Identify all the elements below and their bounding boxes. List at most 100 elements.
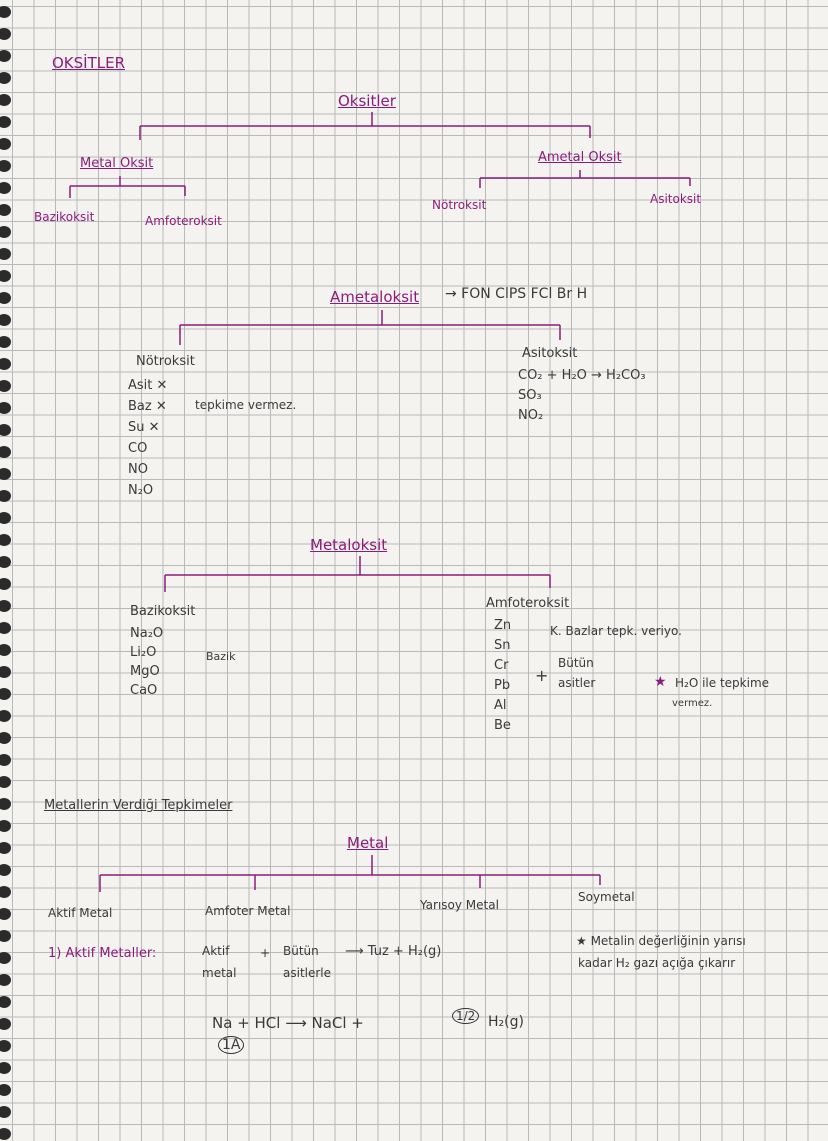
- list-item: CaO: [130, 683, 158, 698]
- list-item: CO₂ + H₂O → H₂CO₃: [518, 368, 646, 383]
- spiral-ring: [0, 292, 11, 304]
- tree-metal-oksit: Metal Oksit: [80, 156, 154, 171]
- amfoteroksit-list: Zn Sn Cr Pb Al Be: [494, 616, 511, 736]
- amfoter-note-acids-1: Bütün: [558, 656, 594, 670]
- metal-root: Metal: [347, 834, 389, 852]
- list-item: NO: [128, 462, 148, 477]
- tree-root: Oksitler: [338, 92, 396, 110]
- tree-notroksit: Nötroksit: [432, 198, 487, 212]
- asitoksit-title: Asitoksit: [522, 346, 578, 361]
- asitoksit-list: CO₂ + H₂O → H₂CO₃ SO₃ NO₂: [518, 366, 646, 426]
- equation-right: H₂(g): [488, 1014, 524, 1030]
- plus-sign: +: [260, 946, 271, 960]
- spiral-ring: [0, 864, 11, 876]
- amfoter-note-water-1: H₂O ile tepkime: [675, 676, 770, 690]
- spiral-ring: [0, 622, 11, 634]
- spiral-ring: [0, 1040, 11, 1052]
- spiral-ring: [0, 446, 11, 458]
- spiral-ring: [0, 534, 11, 546]
- spiral-ring: [0, 710, 11, 722]
- spiral-ring: [0, 1018, 11, 1030]
- spiral-ring: [0, 204, 11, 216]
- spiral-ring: [0, 930, 11, 942]
- spiral-ring: [0, 336, 11, 348]
- spiral-ring: [0, 402, 11, 414]
- metal-yarisoy: Yarısoy Metal: [420, 898, 499, 912]
- spiral-ring: [0, 578, 11, 590]
- spiral-ring: [0, 270, 11, 282]
- list-item: CO: [128, 441, 148, 456]
- notroksit-list: Asit ✕ Baz ✕ Su ✕ CO NO N₂O: [128, 375, 167, 501]
- spiral-ring: [0, 556, 11, 568]
- star-icon: ★: [654, 674, 667, 690]
- plus-sign: +: [535, 666, 549, 685]
- metal-word: metal: [202, 966, 237, 980]
- list-item: Pb: [494, 678, 511, 693]
- spiral-ring: [0, 732, 11, 744]
- spiral-ring: [0, 28, 11, 40]
- spiral-ring: [0, 820, 11, 832]
- list-item: Baz ✕: [128, 399, 167, 414]
- spiral-ring: [0, 182, 11, 194]
- aktif-word: Aktif: [202, 944, 230, 958]
- spiral-ring: [0, 1106, 11, 1118]
- list-item: NO₂: [518, 408, 544, 423]
- spiral-ring: [0, 248, 11, 260]
- spiral-ring: [0, 468, 11, 480]
- spiral-ring: [0, 1128, 11, 1140]
- aktif-metaller-label: 1) Aktif Metaller:: [48, 946, 157, 961]
- bazikoksit-list: Na₂O Li₂O MgO CaO: [130, 624, 163, 700]
- spiral-ring: [0, 512, 11, 524]
- butun-word: Bütün: [283, 944, 319, 958]
- list-item: Zn: [494, 618, 512, 633]
- spiral-ring: [0, 72, 11, 84]
- amfoter-note-water-2: vermez.: [672, 698, 713, 709]
- list-item: Li₂O: [130, 645, 157, 660]
- list-item: Su ✕: [128, 420, 160, 435]
- list-item: Asit ✕: [128, 378, 168, 393]
- spiral-ring: [0, 358, 11, 370]
- spiral-ring: [0, 490, 11, 502]
- page-title: OKSİTLER: [52, 54, 126, 72]
- asitlerle-word: asitlerle: [283, 966, 332, 980]
- spiral-ring: [0, 116, 11, 128]
- metaloksit-heading: Metaloksit: [310, 536, 388, 554]
- spiral-binding: [0, 6, 11, 1140]
- spiral-ring: [0, 776, 11, 788]
- list-item: Na₂O: [130, 626, 164, 641]
- spiral-ring: [0, 996, 11, 1008]
- spiral-ring: [0, 644, 11, 656]
- bazikoksit-title: Bazikoksit: [130, 604, 196, 619]
- star-note-2: kadar H₂ gazı açığa çıkarır: [578, 956, 736, 970]
- spiral-ring: [0, 1084, 11, 1096]
- metal-aktif: Aktif Metal: [48, 906, 113, 920]
- spiral-ring: [0, 138, 11, 150]
- spiral-ring: [0, 842, 11, 854]
- spiral-ring: [0, 688, 11, 700]
- spiral-ring: [0, 160, 11, 172]
- tree-bazikoksit: Bazikoksit: [34, 210, 95, 224]
- spiral-ring: [0, 974, 11, 986]
- equation-coefficient: 1/2: [452, 1008, 480, 1024]
- amfoteroksit-title: Amfoteroksit: [486, 596, 570, 611]
- list-item: Be: [494, 718, 511, 733]
- list-item: Cr: [494, 658, 509, 673]
- notroksit-note: tepkime vermez.: [195, 398, 297, 412]
- reaction-result: ⟶ Tuz + H₂(g): [345, 944, 442, 959]
- spiral-ring: [0, 600, 11, 612]
- spiral-ring: [0, 226, 11, 238]
- spiral-ring: [0, 50, 11, 62]
- tree-ametal-oksit: Ametal Oksit: [538, 150, 622, 165]
- spiral-ring: [0, 952, 11, 964]
- bazik-note: Bazik: [206, 650, 236, 663]
- spiral-ring: [0, 1062, 11, 1074]
- spiral-ring: [0, 314, 11, 326]
- star-note-1: ★ Metalin değerliğinin yarısı: [576, 934, 746, 948]
- list-item: Al: [494, 698, 507, 713]
- group-label: 1A: [218, 1036, 245, 1054]
- spiral-ring: [0, 380, 11, 392]
- metals-section-title: Metallerin Verdiği Tepkimeler: [44, 798, 233, 813]
- ametal-elements: → FON ClPS FCl Br H: [445, 286, 588, 302]
- spiral-ring: [0, 908, 11, 920]
- spiral-ring: [0, 94, 11, 106]
